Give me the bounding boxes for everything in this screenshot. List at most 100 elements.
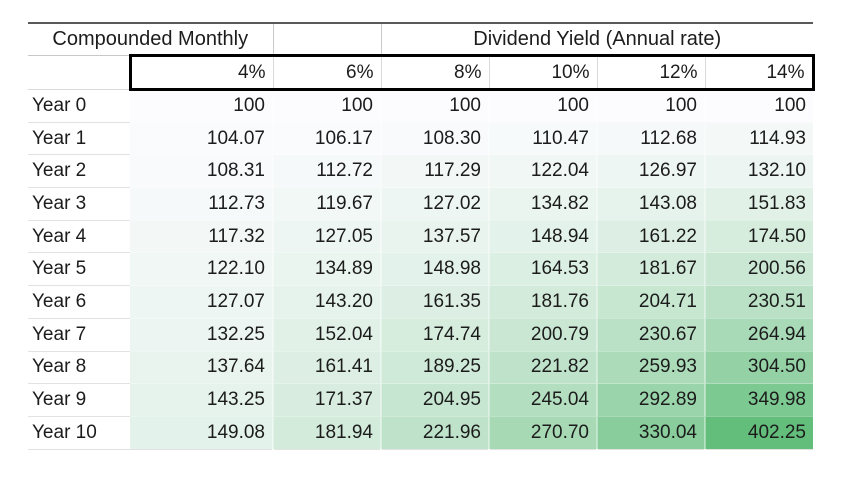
blank-header-cell[interactable] — [273, 22, 382, 56]
table-row: Year 2 108.31 112.72 117.29 122.04 126.97 132.… — [28, 154, 813, 189]
value-cell[interactable]: 112.68 — [597, 122, 706, 156]
value-cell[interactable]: 171.37 — [273, 383, 382, 417]
value-cell[interactable]: 149.08 — [130, 416, 274, 450]
value-cell[interactable]: 204.95 — [381, 383, 490, 417]
table-row: Year 9 143.25 171.37 204.95 245.04 292.89 349.… — [28, 383, 813, 417]
value-cell[interactable]: 143.08 — [597, 187, 706, 221]
table-row: Year 0 100 100 100 100 100 100 — [28, 89, 813, 123]
value-cell[interactable]: 221.96 — [381, 416, 490, 450]
value-cell[interactable]: 245.04 — [489, 383, 598, 417]
value-cell[interactable]: 349.98 — [705, 383, 813, 417]
value-cell[interactable]: 204.71 — [597, 285, 706, 319]
value-cell[interactable]: 117.29 — [381, 154, 490, 189]
value-cell[interactable]: 137.64 — [130, 351, 274, 385]
value-cell[interactable]: 181.76 — [489, 285, 598, 319]
column-header-12[interactable]: 12% — [597, 54, 706, 91]
table-row: Year 8 137.64 161.41 189.25 221.82 259.93 304.… — [28, 351, 813, 385]
value-cell[interactable]: 100 — [705, 89, 813, 123]
value-cell[interactable]: 230.51 — [705, 285, 813, 319]
value-cell[interactable]: 161.22 — [597, 220, 706, 254]
value-cell[interactable]: 108.31 — [130, 154, 274, 189]
compound-growth-table: Compounded Monthly Dividend Yield (Annua… — [28, 22, 815, 450]
table-row: Year 1 104.07 106.17 108.30 110.47 112.68 114.… — [28, 122, 813, 156]
value-cell[interactable]: 112.73 — [130, 187, 274, 221]
value-cell[interactable]: 110.47 — [489, 122, 598, 156]
value-cell[interactable]: 127.05 — [273, 220, 382, 254]
value-cell[interactable]: 161.35 — [381, 285, 490, 319]
dividend-yield-header[interactable]: Dividend Yield (Annual rate) — [381, 22, 813, 56]
value-cell[interactable]: 164.53 — [489, 252, 598, 287]
value-cell[interactable]: 148.94 — [489, 220, 598, 254]
value-cell[interactable]: 304.50 — [705, 351, 813, 385]
value-cell[interactable]: 200.79 — [489, 318, 598, 352]
value-cell[interactable]: 100 — [489, 89, 598, 123]
value-cell[interactable]: 221.82 — [489, 351, 598, 385]
row-label[interactable]: Year 5 — [28, 252, 130, 287]
value-cell[interactable]: 402.25 — [705, 416, 813, 450]
value-cell[interactable]: 108.30 — [381, 122, 490, 156]
value-cell[interactable]: 292.89 — [597, 383, 706, 417]
table-row: Year 4 117.32 127.05 137.57 148.94 161.22 174.… — [28, 220, 813, 254]
spreadsheet-table: Compounded Monthly Dividend Yield (Annua… — [28, 22, 815, 450]
column-header-8[interactable]: 8% — [381, 54, 490, 91]
value-cell[interactable]: 100 — [381, 89, 490, 123]
value-cell[interactable]: 100 — [597, 89, 706, 123]
value-cell[interactable]: 137.57 — [381, 220, 490, 254]
table-row: Year 3 112.73 119.67 127.02 134.82 143.08 151.… — [28, 187, 813, 221]
column-header-4[interactable]: 4% — [128, 54, 274, 91]
value-cell[interactable]: 114.93 — [705, 122, 813, 156]
value-cell[interactable]: 100 — [130, 89, 274, 123]
table-row: Year 10 149.08 181.94 221.96 270.70 330.04 402… — [28, 416, 813, 450]
column-header-10[interactable]: 10% — [489, 54, 598, 91]
row-label[interactable]: Year 0 — [28, 89, 130, 123]
row-label[interactable]: Year 9 — [28, 383, 130, 417]
value-cell[interactable]: 181.67 — [597, 252, 706, 287]
value-cell[interactable]: 134.82 — [489, 187, 598, 221]
value-cell[interactable]: 104.07 — [130, 122, 274, 156]
column-header-6[interactable]: 6% — [273, 54, 382, 91]
value-cell[interactable]: 259.93 — [597, 351, 706, 385]
value-cell[interactable]: 100 — [273, 89, 382, 123]
value-cell[interactable]: 112.72 — [273, 154, 382, 189]
value-cell[interactable]: 143.25 — [130, 383, 274, 417]
table-row: Year 7 132.25 152.04 174.74 200.79 230.67 264.… — [28, 318, 813, 352]
value-cell[interactable]: 161.41 — [273, 351, 382, 385]
value-cell[interactable]: 330.04 — [597, 416, 706, 450]
value-cell[interactable]: 230.67 — [597, 318, 706, 352]
value-cell[interactable]: 134.89 — [273, 252, 382, 287]
value-cell[interactable]: 151.83 — [705, 187, 813, 221]
row-label[interactable]: Year 8 — [28, 351, 130, 385]
value-cell[interactable]: 270.70 — [489, 416, 598, 450]
value-cell[interactable]: 132.10 — [705, 154, 813, 189]
row-label[interactable]: Year 2 — [28, 154, 130, 189]
value-cell[interactable]: 127.07 — [130, 285, 274, 319]
value-cell[interactable]: 200.56 — [705, 252, 813, 287]
row-label[interactable]: Year 3 — [28, 187, 130, 221]
row-label[interactable]: Year 4 — [28, 220, 130, 254]
value-cell[interactable]: 132.25 — [130, 318, 274, 352]
compounded-monthly-header[interactable]: Compounded Monthly — [28, 22, 274, 56]
value-cell[interactable]: 181.94 — [273, 416, 382, 450]
column-header-14[interactable]: 14% — [705, 54, 815, 91]
value-cell[interactable]: 152.04 — [273, 318, 382, 352]
table-row: Year 5 122.10 134.89 148.98 164.53 181.67 200.… — [28, 252, 813, 287]
row-label[interactable]: Year 1 — [28, 122, 130, 156]
corner-blank-cell[interactable] — [28, 55, 130, 90]
value-cell[interactable]: 264.94 — [705, 318, 813, 352]
row-label[interactable]: Year 7 — [28, 318, 130, 352]
value-cell[interactable]: 117.32 — [130, 220, 274, 254]
table-row: Year 6 127.07 143.20 161.35 181.76 204.71 230.… — [28, 285, 813, 319]
value-cell[interactable]: 119.67 — [273, 187, 382, 221]
value-cell[interactable]: 174.74 — [381, 318, 490, 352]
value-cell[interactable]: 189.25 — [381, 351, 490, 385]
value-cell[interactable]: 148.98 — [381, 252, 490, 287]
value-cell[interactable]: 122.10 — [130, 252, 274, 287]
row-label[interactable]: Year 6 — [28, 285, 130, 319]
value-cell[interactable]: 126.97 — [597, 154, 706, 189]
row-label[interactable]: Year 10 — [28, 416, 130, 450]
value-cell[interactable]: 122.04 — [489, 154, 598, 189]
value-cell[interactable]: 143.20 — [273, 285, 382, 319]
value-cell[interactable]: 174.50 — [705, 220, 813, 254]
value-cell[interactable]: 106.17 — [273, 122, 382, 156]
value-cell[interactable]: 127.02 — [381, 187, 490, 221]
